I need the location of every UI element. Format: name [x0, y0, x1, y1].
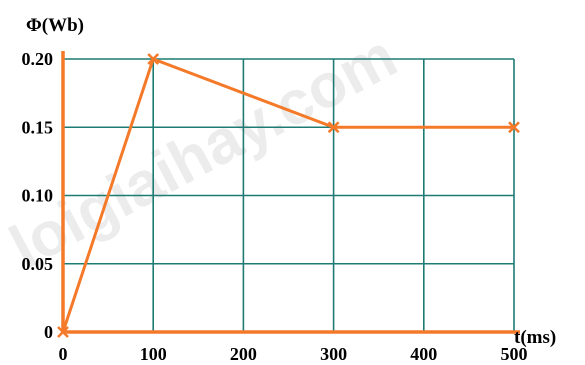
data-point-stroke — [57, 326, 69, 338]
y-tick-label: 0.20 — [22, 49, 54, 69]
y-tick-labels: 0 0.05 0.10 0.15 0.20 — [22, 49, 54, 342]
x-axis-label: t(ms) — [514, 327, 556, 348]
x-tick-label: 200 — [230, 344, 257, 364]
series-flux — [61, 57, 514, 333]
x-tick-label: 500 — [501, 344, 528, 364]
data-point — [57, 326, 69, 338]
grid — [63, 58, 515, 332]
data-markers — [57, 53, 520, 338]
y-tick-label: 0.10 — [22, 186, 54, 206]
y-tick-label: 0.05 — [22, 254, 54, 274]
x-tick-label: 100 — [140, 344, 167, 364]
x-tick-label: 0 — [59, 344, 68, 364]
axes — [61, 51, 520, 334]
watermark-text: loigiaihay.com — [0, 21, 408, 282]
data-point — [327, 121, 340, 134]
series-line — [61, 57, 514, 333]
y-tick-label: 0.15 — [22, 117, 54, 137]
y-tick-label: 0 — [44, 322, 53, 342]
data-point-stroke — [147, 53, 160, 65]
data-point — [508, 121, 520, 134]
data-point-stroke — [327, 121, 340, 134]
x-tick-label: 400 — [410, 344, 437, 364]
y-axis-label: Φ(Wb) — [26, 15, 84, 36]
data-point-stroke — [508, 121, 520, 134]
x-tick-labels: 0 100 200 300 400 500 — [59, 344, 528, 364]
data-point — [147, 53, 160, 65]
x-tick-label: 300 — [320, 344, 347, 364]
